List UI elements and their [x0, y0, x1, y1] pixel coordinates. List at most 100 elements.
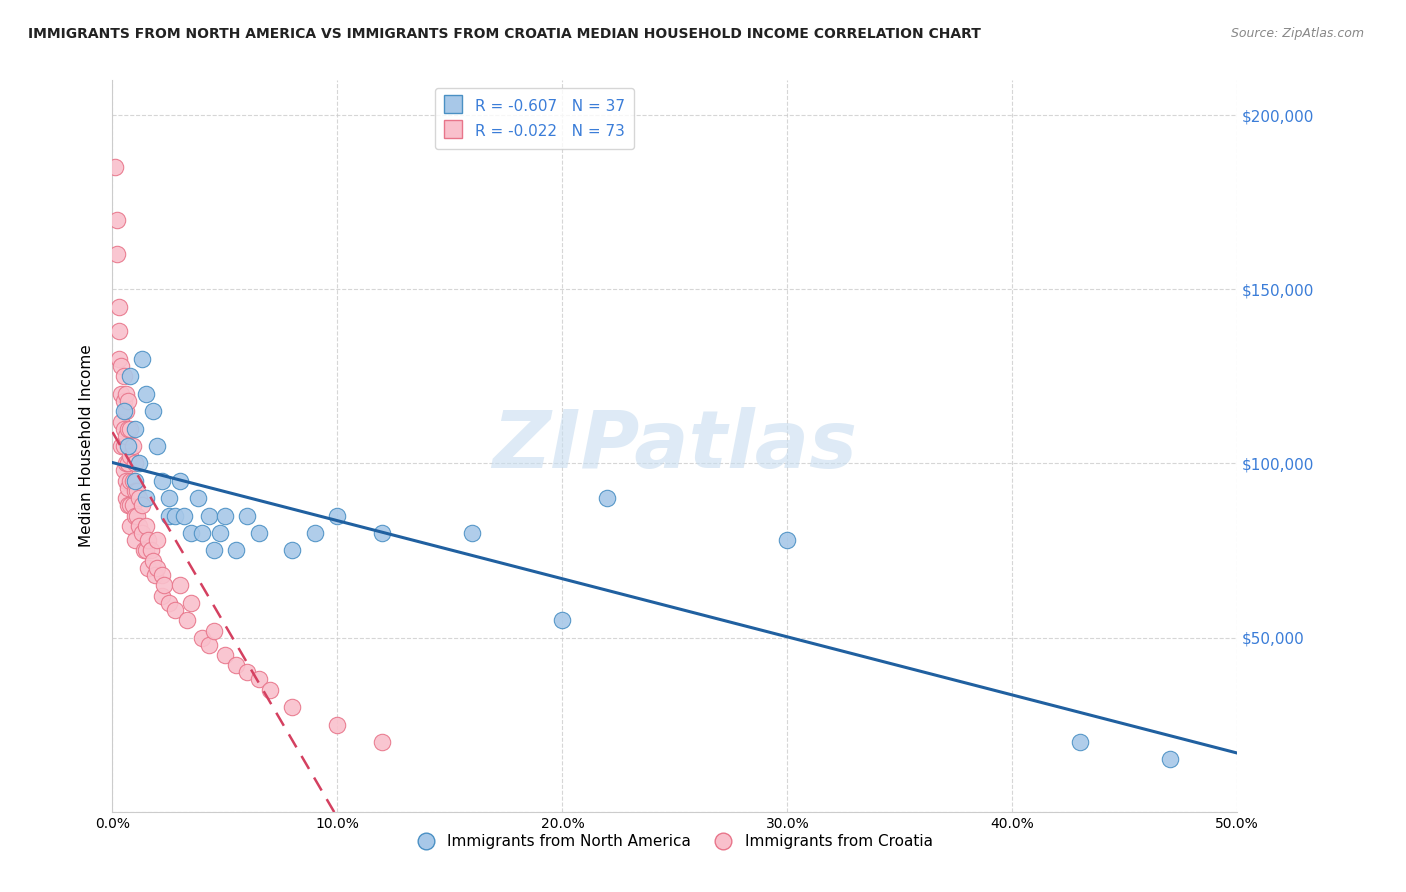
Immigrants from Croatia	[112, 463, 135, 477]
Immigrants from North America	[236, 508, 259, 523]
Immigrants from Croatia	[117, 481, 139, 495]
Immigrants from Croatia	[115, 404, 138, 418]
Immigrants from Croatia	[117, 498, 139, 512]
Immigrants from Croatia	[281, 700, 304, 714]
Immigrants from Croatia	[127, 484, 149, 499]
Immigrants from North America	[157, 508, 180, 523]
Immigrants from Croatia	[191, 631, 214, 645]
Immigrants from North America	[281, 543, 304, 558]
Immigrants from North America	[371, 526, 394, 541]
Immigrants from Croatia	[108, 324, 131, 338]
Immigrants from Croatia	[165, 603, 187, 617]
Immigrants from North America	[214, 508, 236, 523]
Immigrants from Croatia	[202, 624, 225, 638]
Immigrants from North America	[169, 474, 191, 488]
Immigrants from Croatia	[371, 735, 394, 749]
Immigrants from North America	[247, 526, 270, 541]
Immigrants from Croatia	[110, 415, 132, 429]
Immigrants from Croatia	[120, 498, 142, 512]
Immigrants from Croatia	[225, 658, 247, 673]
Immigrants from North America	[124, 474, 146, 488]
Immigrants from Croatia	[121, 498, 143, 512]
Immigrants from Croatia	[198, 638, 221, 652]
Immigrants from North America	[198, 508, 221, 523]
Immigrants from Croatia	[124, 457, 146, 471]
Immigrants from North America	[146, 439, 169, 453]
Immigrants from Croatia	[146, 561, 169, 575]
Immigrants from North America	[124, 421, 146, 435]
Immigrants from Croatia	[120, 474, 142, 488]
Immigrants from Croatia	[214, 648, 236, 662]
Immigrants from Croatia	[105, 212, 128, 227]
Immigrants from Croatia	[104, 161, 127, 175]
Immigrants from Croatia	[110, 359, 132, 373]
Immigrants from Croatia	[128, 491, 150, 506]
Immigrants from Croatia	[117, 421, 139, 435]
Immigrants from Croatia	[176, 613, 198, 627]
Immigrants from Croatia	[115, 491, 138, 506]
Immigrants from Croatia	[112, 439, 135, 453]
Immigrants from Croatia	[131, 498, 153, 512]
Immigrants from Croatia	[121, 439, 143, 453]
Immigrants from North America	[131, 351, 153, 366]
Immigrants from North America	[173, 508, 195, 523]
Immigrants from North America	[120, 369, 142, 384]
Legend: Immigrants from North America, Immigrants from Croatia: Immigrants from North America, Immigrant…	[411, 828, 939, 855]
Immigrants from Croatia	[115, 386, 138, 401]
Immigrants from Croatia	[138, 533, 160, 547]
Immigrants from Croatia	[105, 247, 128, 261]
Immigrants from North America	[191, 526, 214, 541]
Immigrants from North America	[551, 613, 574, 627]
Text: Source: ZipAtlas.com: Source: ZipAtlas.com	[1230, 27, 1364, 40]
Immigrants from Croatia	[110, 439, 132, 453]
Immigrants from Croatia	[157, 596, 180, 610]
Immigrants from Croatia	[135, 519, 157, 533]
Immigrants from North America	[1069, 735, 1091, 749]
Immigrants from Croatia	[120, 421, 142, 435]
Immigrants from Croatia	[112, 421, 135, 435]
Immigrants from North America	[142, 404, 165, 418]
Immigrants from Croatia	[138, 561, 160, 575]
Immigrants from Croatia	[124, 533, 146, 547]
Immigrants from Croatia	[150, 589, 173, 603]
Immigrants from Croatia	[120, 450, 142, 464]
Immigrants from Croatia	[150, 567, 173, 582]
Immigrants from North America	[165, 508, 187, 523]
Immigrants from North America	[157, 491, 180, 506]
Y-axis label: Median Household Income: Median Household Income	[79, 344, 94, 548]
Immigrants from Croatia	[117, 393, 139, 408]
Immigrants from Croatia	[128, 519, 150, 533]
Immigrants from North America	[225, 543, 247, 558]
Immigrants from Croatia	[108, 351, 131, 366]
Immigrants from Croatia	[115, 428, 138, 442]
Immigrants from Croatia	[115, 474, 138, 488]
Immigrants from Croatia	[108, 300, 131, 314]
Immigrants from North America	[135, 386, 157, 401]
Text: ZIPatlas: ZIPatlas	[492, 407, 858, 485]
Immigrants from North America	[461, 526, 484, 541]
Immigrants from Croatia	[180, 596, 202, 610]
Immigrants from Croatia	[112, 393, 135, 408]
Immigrants from Croatia	[142, 554, 165, 568]
Immigrants from Croatia	[236, 665, 259, 680]
Immigrants from Croatia	[135, 543, 157, 558]
Immigrants from North America	[112, 404, 135, 418]
Immigrants from North America	[187, 491, 209, 506]
Immigrants from Croatia	[259, 682, 281, 697]
Immigrants from North America	[209, 526, 232, 541]
Immigrants from North America	[135, 491, 157, 506]
Immigrants from Croatia	[247, 673, 270, 687]
Immigrants from Croatia	[139, 543, 162, 558]
Immigrants from Croatia	[326, 717, 349, 731]
Immigrants from North America	[150, 474, 173, 488]
Immigrants from Croatia	[121, 474, 143, 488]
Immigrants from Croatia	[110, 386, 132, 401]
Immigrants from North America	[326, 508, 349, 523]
Immigrants from North America	[304, 526, 326, 541]
Immigrants from Croatia	[153, 578, 176, 592]
Immigrants from Croatia	[146, 533, 169, 547]
Immigrants from North America	[117, 439, 139, 453]
Immigrants from Croatia	[132, 543, 155, 558]
Immigrants from North America	[202, 543, 225, 558]
Immigrants from North America	[596, 491, 619, 506]
